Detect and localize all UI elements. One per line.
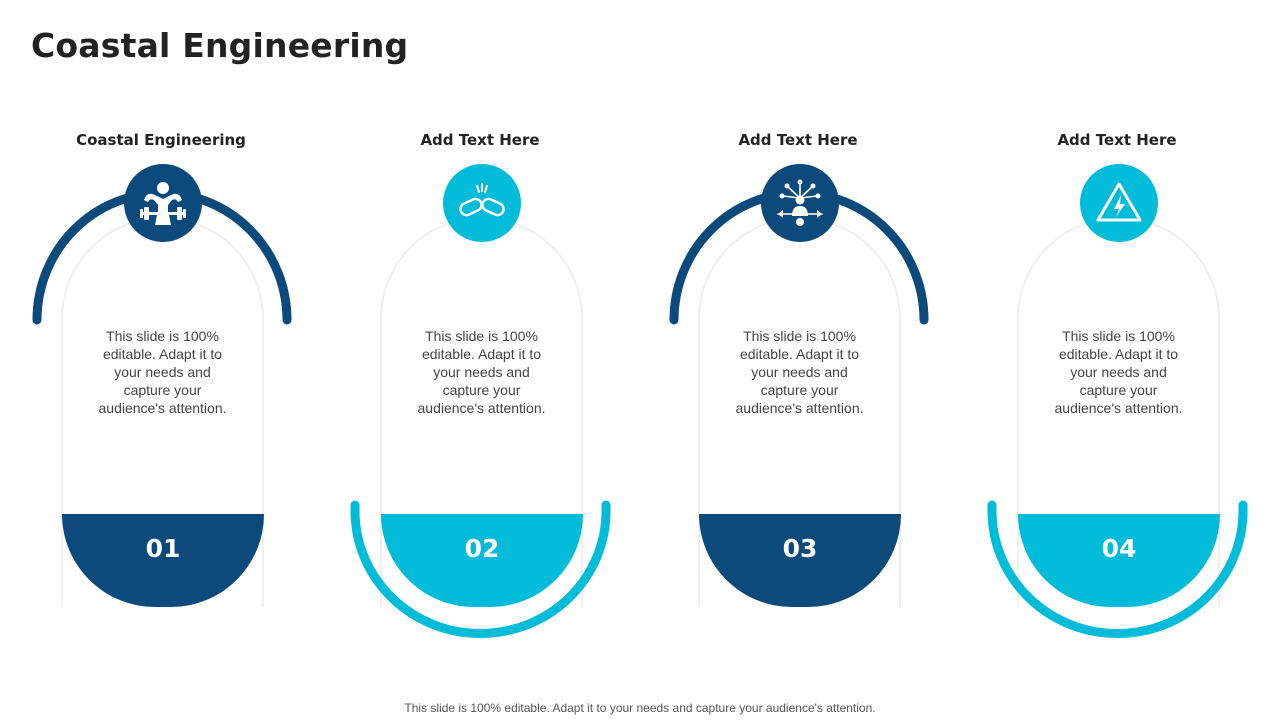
strongman-dumbbell-icon [140,182,186,225]
card-body-text: This slide is 100% editable. Adapt it to… [417,328,546,416]
person-network-icon [777,179,823,226]
icon-badge [761,164,839,242]
card-body-text: This slide is 100% editable. Adapt it to… [98,328,227,416]
icon-badge [1080,164,1158,242]
footer-note: This slide is 100% editable. Adapt it to… [404,701,876,715]
card-heading: Add Text Here [420,131,540,149]
icon-badge [443,164,521,242]
card-1: Coastal Engineering This slide is 100% e… [1,120,321,680]
bottom-arc-decoration [350,500,611,638]
card-body-text: This slide is 100% editable. Adapt it to… [735,328,864,416]
broken-chain-icon [459,183,505,217]
step-number: 01 [145,534,181,563]
bottom-arc-decoration [987,500,1248,638]
card-heading: Add Text Here [1057,131,1177,149]
card-4: Add Text Here This slide is 100% editabl… [957,120,1277,680]
step-number: 03 [782,534,818,563]
card-3: Add Text Here This slide is 100% editabl… [638,120,958,680]
step-number: 04 [1101,534,1137,563]
slide-title: Coastal Engineering [31,26,409,65]
card-heading: Coastal Engineering [76,131,246,149]
high-voltage-warning-icon [1096,182,1142,222]
step-number: 02 [464,534,500,563]
card-heading: Add Text Here [738,131,858,149]
icon-badge [124,164,202,242]
card-2: Add Text Here This slide is 100% editabl… [320,120,640,680]
card-body-text: This slide is 100% editable. Adapt it to… [1054,328,1183,416]
